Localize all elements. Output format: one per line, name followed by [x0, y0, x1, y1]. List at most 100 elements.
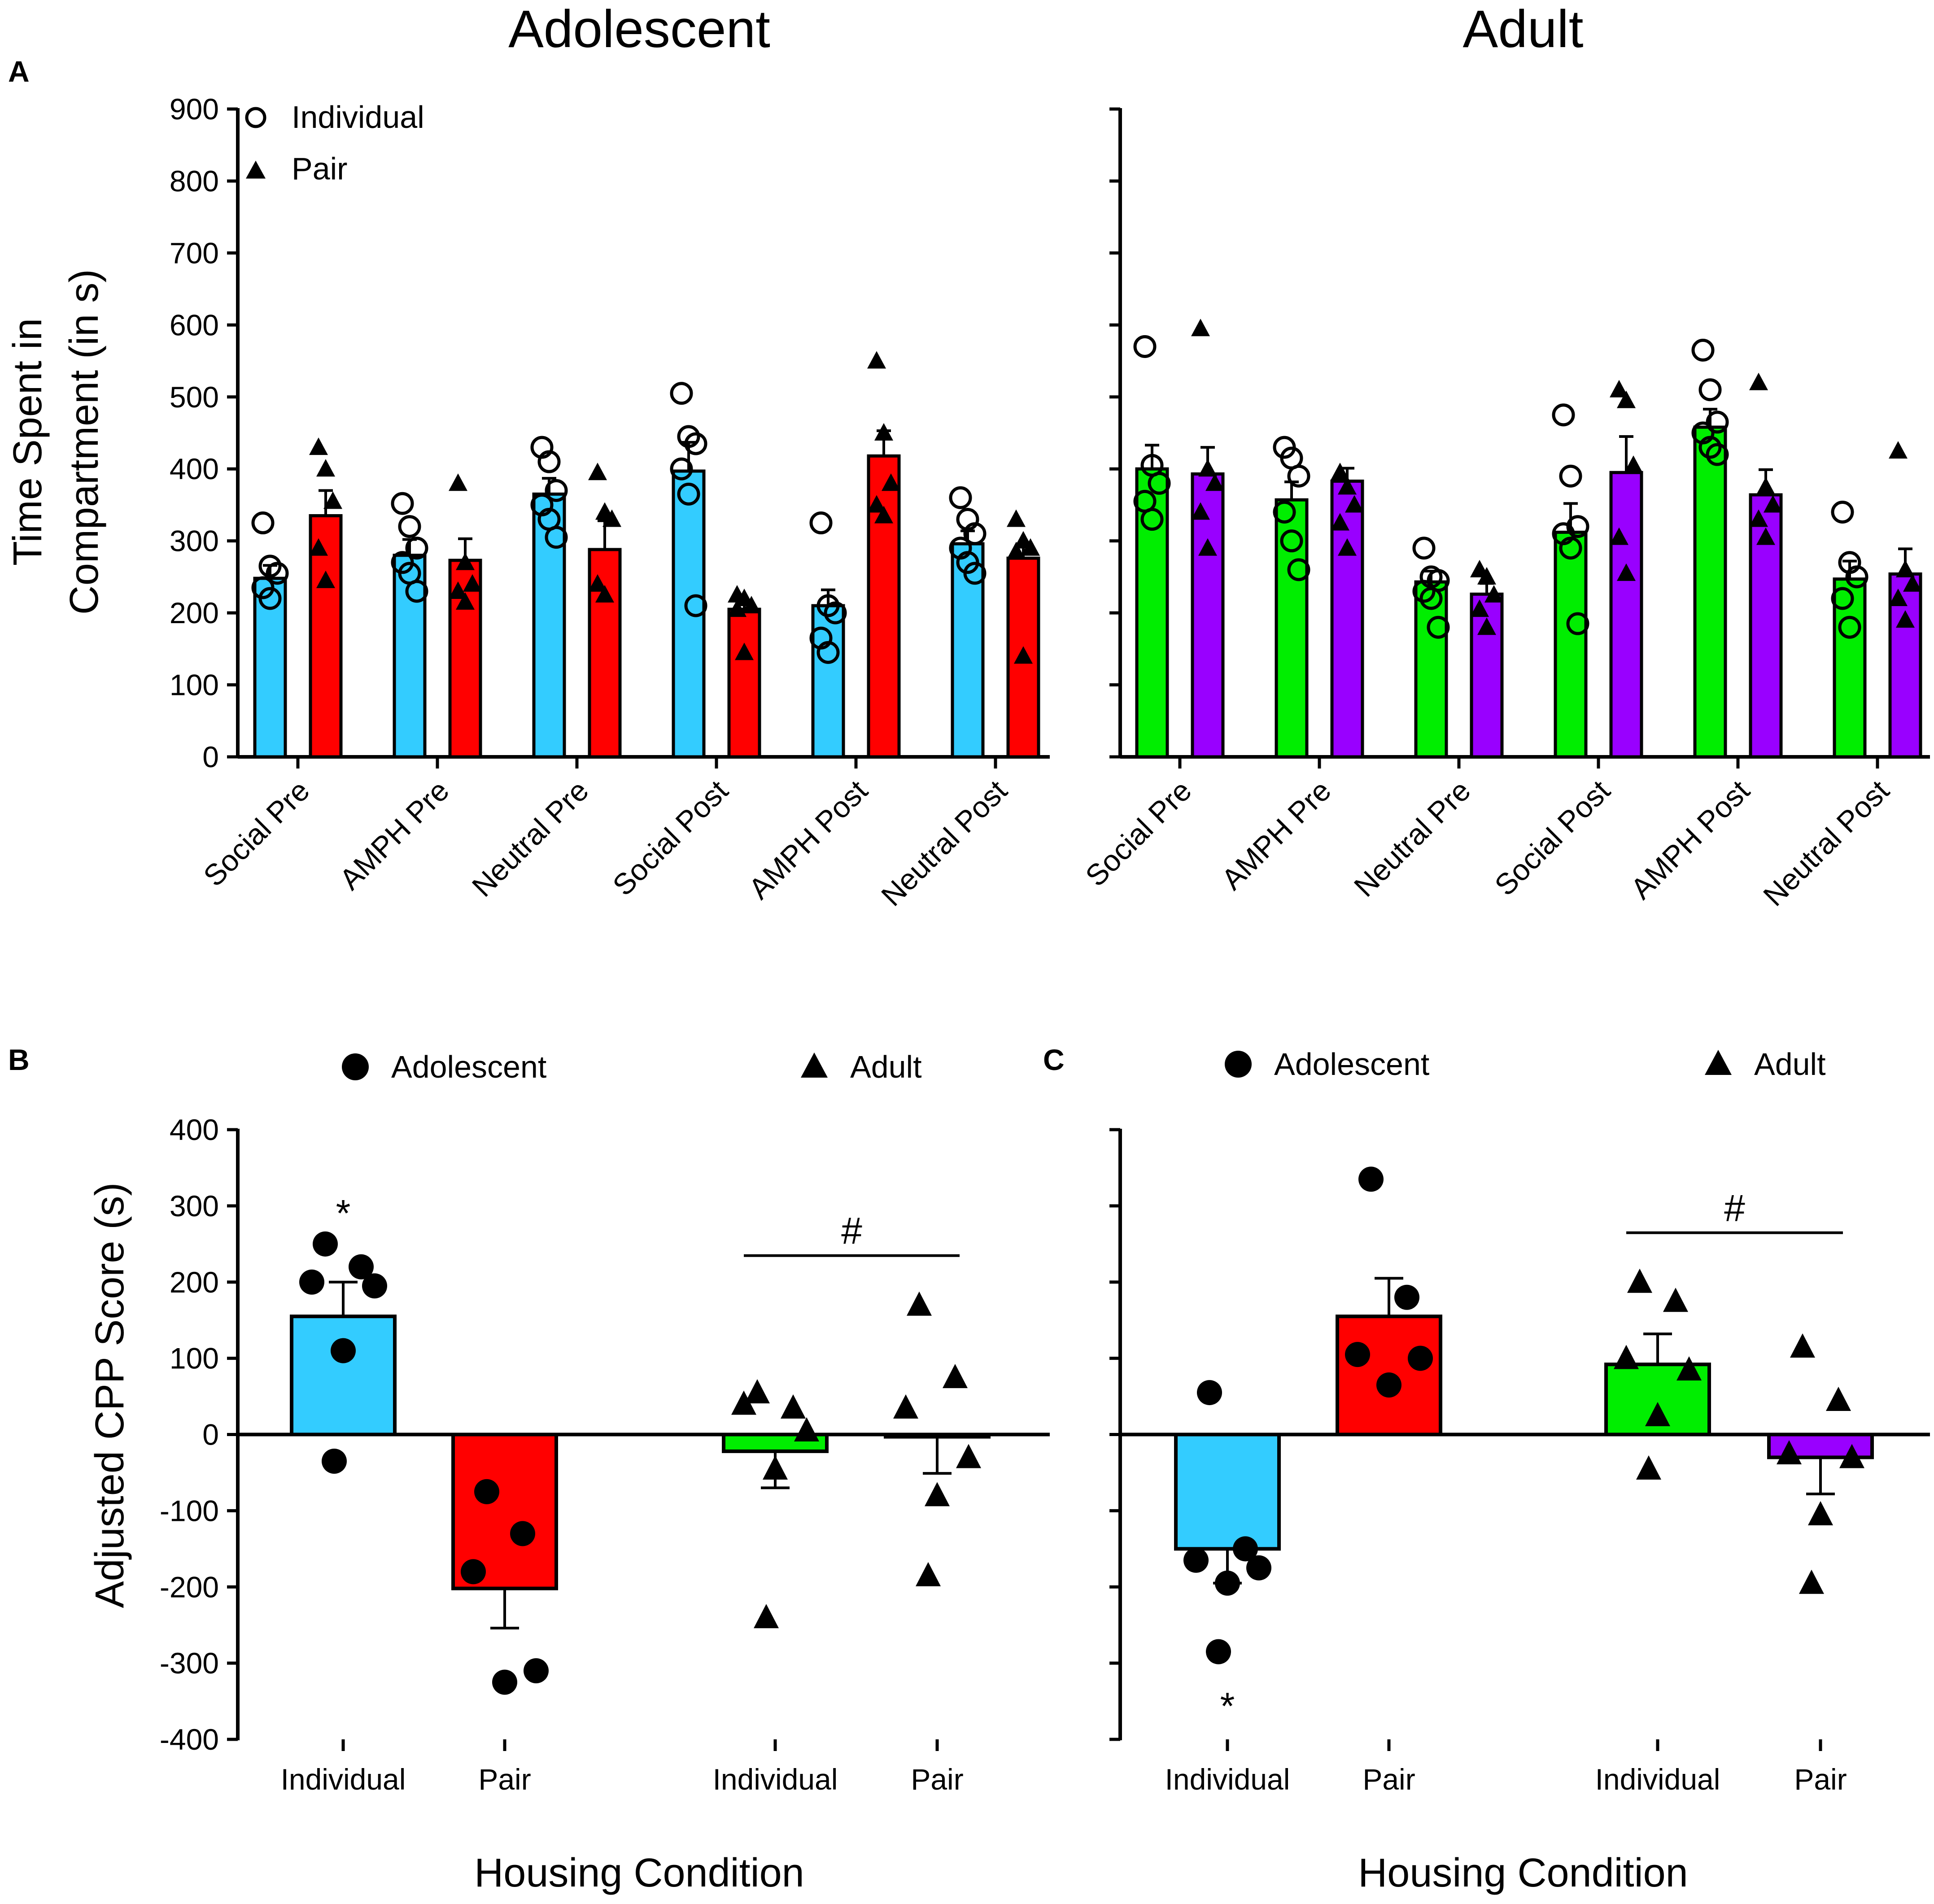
x-tick-label-social-post: Social Post	[1488, 774, 1616, 902]
x-tick-label-neutral-pre: Neutral Pre	[466, 774, 595, 903]
panel-title-adolescent: Adolescent	[508, 0, 770, 59]
data-point-individual-amph-pre	[1287, 558, 1310, 581]
data-point-pair-amph-pre	[463, 574, 482, 592]
data-point-adolescent-individual	[1246, 1555, 1271, 1581]
significance-mark-star: *	[336, 1192, 351, 1234]
bar-individual-social-pre	[253, 576, 287, 759]
data-point-pair-amph-post	[1756, 477, 1775, 495]
data-point-pair-neutral-post	[1007, 509, 1026, 527]
panel-a-adolescent: Adolescent A Time Spent in Compartment (…	[5, 0, 1050, 913]
y-tick-label-700: 700	[170, 236, 219, 270]
data-point-adolescent-pair	[474, 1479, 499, 1504]
data-point-adolescent-individual	[1215, 1570, 1240, 1596]
x-tick-label-adolescent-pair: Pair	[478, 1763, 531, 1796]
data-point-individual-neutral-pre	[1412, 580, 1436, 603]
data-point-individual-social-post	[684, 432, 707, 455]
data-point-adult-individual	[781, 1394, 806, 1419]
data-point-pair-neutral-post	[1021, 538, 1040, 556]
x-tick-label-amph-pre: AMPH Pre	[333, 774, 455, 896]
data-point-adult-pair	[1799, 1569, 1824, 1594]
data-point-pair-amph-pre	[449, 581, 467, 599]
data-point-individual-amph-pre	[1273, 500, 1296, 524]
x-tick-label-amph-post: AMPH Post	[1624, 774, 1756, 906]
data-point-adolescent-pair	[510, 1521, 535, 1546]
x-tick-label-adult-individual: Individual	[713, 1763, 838, 1796]
data-point-pair-amph-post	[874, 423, 893, 441]
x-tick-label-adult-individual: Individual	[1595, 1763, 1720, 1796]
x-tick-label-adult-pair: Pair	[1794, 1763, 1847, 1796]
data-point-pair-amph-pre	[1338, 538, 1357, 556]
y-tick-label-500: 500	[170, 380, 219, 414]
data-point-adult-individual	[1636, 1455, 1661, 1480]
data-point-pair-social-post	[735, 642, 754, 660]
data-point-adolescent-individual	[1206, 1639, 1231, 1664]
data-point-pair-neutral-pre	[1470, 599, 1489, 617]
data-point-individual-neutral-pre	[545, 479, 568, 502]
data-point-individual-social-post	[1552, 403, 1575, 427]
data-point-adult-pair	[893, 1394, 918, 1419]
y-tick-label-0: 0	[202, 740, 219, 773]
data-point-individual-neutral-post	[1831, 500, 1854, 524]
legend-marker-adult	[801, 1052, 828, 1078]
bar-individual-amph-post	[1693, 425, 1727, 759]
data-point-pair-amph-pre	[456, 592, 475, 610]
data-point-pair-neutral-post	[1889, 589, 1908, 607]
data-point-individual-amph-pre	[398, 515, 421, 538]
data-point-pair-social-pre	[316, 570, 335, 588]
data-point-adult-pair	[1790, 1333, 1815, 1358]
data-point-pair-social-pre	[323, 491, 342, 509]
data-point-pair-social-post	[728, 599, 747, 617]
legend-label-adolescent: Adolescent	[391, 1049, 546, 1084]
legend-b: Adolescent Adult	[342, 1049, 922, 1084]
x-tick-label-amph-pre: AMPH Pre	[1215, 774, 1337, 896]
y-tick-label-800: 800	[170, 164, 219, 197]
bar-pair-social-post	[727, 607, 761, 759]
data-point-adult-pair	[907, 1291, 932, 1316]
x-tick-label-social-pre: Social Pre	[1079, 774, 1198, 893]
data-point-pair-amph-pre	[449, 473, 467, 491]
significance-mark-star: *	[1220, 1685, 1235, 1727]
y-tick-label-100: 100	[170, 668, 219, 702]
data-point-adult-pair	[943, 1364, 968, 1389]
bar-pair-neutral-pre	[588, 548, 622, 759]
data-point-adult-pair	[925, 1482, 950, 1507]
data-point-individual-amph-post	[1691, 338, 1715, 362]
data-point-pair-neutral-post	[1889, 441, 1908, 459]
data-point-adolescent-pair	[492, 1669, 517, 1695]
legend-label-pair: Pair	[292, 151, 347, 186]
significance-mark-hash: #	[1724, 1187, 1745, 1229]
bar-pair-social-post	[1609, 471, 1643, 759]
data-point-individual-social-post	[1559, 537, 1582, 560]
y-tick-label--400: -400	[160, 1723, 219, 1756]
data-point-pair-amph-post	[1764, 495, 1782, 513]
legend-marker-pair	[246, 161, 266, 179]
data-point-individual-social-post	[677, 425, 700, 448]
y-tick-label-0: 0	[202, 1418, 219, 1451]
data-point-pair-amph-pre	[1331, 513, 1349, 531]
data-point-individual-social-post	[670, 457, 693, 480]
data-point-pair-social-pre	[309, 437, 328, 455]
legend-marker-individual	[245, 107, 266, 128]
data-point-pair-neutral-post	[1896, 610, 1915, 628]
data-point-individual-amph-post	[1706, 443, 1729, 466]
data-point-pair-social-pre	[309, 538, 328, 556]
data-point-individual-neutral-post	[1845, 565, 1869, 589]
data-point-pair-social-pre	[1198, 459, 1217, 477]
bar-individual-neutral-post	[951, 542, 985, 759]
x-tick-label-social-pre: Social Pre	[197, 774, 316, 893]
data-point-individual-neutral-post	[963, 562, 987, 585]
y-tick-label--100: -100	[160, 1494, 219, 1527]
data-point-pair-social-post	[742, 596, 761, 614]
data-point-adult-pair	[956, 1444, 981, 1468]
legend-label-adult: Adult	[850, 1049, 922, 1084]
data-point-pair-amph-post	[882, 473, 900, 491]
data-point-individual-social-post	[677, 482, 700, 506]
data-point-adult-pair	[916, 1562, 941, 1586]
y-tick-label-300: 300	[170, 524, 219, 558]
data-point-adult-individual	[1627, 1268, 1652, 1293]
bar-pair-social-pre	[1191, 472, 1225, 759]
data-point-pair-social-post	[1617, 390, 1636, 408]
data-point-adolescent-pair	[1394, 1284, 1419, 1310]
y-tick-label--300: -300	[160, 1646, 219, 1680]
data-point-individual-amph-post	[1698, 436, 1722, 459]
